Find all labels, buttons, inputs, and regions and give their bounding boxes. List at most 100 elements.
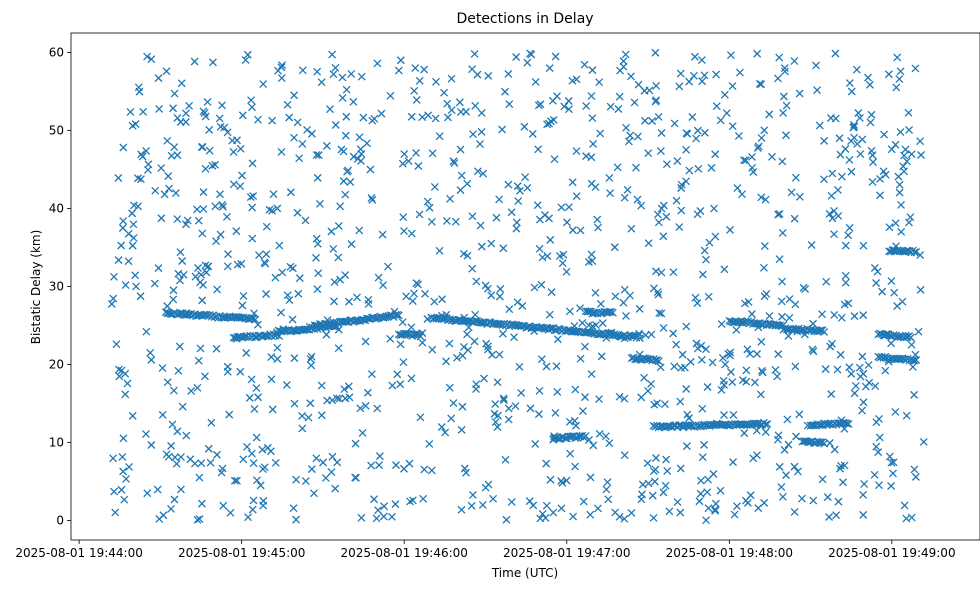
data-point: [644, 149, 653, 158]
data-point: [677, 184, 686, 192]
data-point: [215, 114, 224, 123]
data-point: [194, 264, 202, 272]
data-point: [711, 150, 720, 159]
data-point: [656, 363, 665, 372]
data-point: [367, 461, 376, 470]
data-point: [902, 411, 911, 420]
data-point: [698, 453, 707, 462]
data-point: [109, 454, 118, 463]
data-point: [473, 70, 482, 79]
data-point: [899, 162, 908, 171]
data-point: [649, 467, 658, 476]
data-point: [910, 465, 919, 474]
data-point: [410, 86, 419, 95]
data-point: [614, 105, 623, 113]
data-point: [881, 366, 890, 375]
data-point: [707, 163, 716, 172]
data-point: [491, 400, 500, 408]
data-point: [218, 464, 227, 473]
data-point: [685, 414, 693, 423]
data-point: [238, 111, 247, 120]
data-point: [190, 459, 199, 468]
data-point: [114, 365, 123, 374]
data-point: [740, 299, 749, 308]
data-point: [558, 259, 567, 268]
data-point: [692, 339, 701, 348]
data-point: [216, 230, 225, 239]
data-point: [126, 107, 135, 116]
data-point: [169, 104, 178, 113]
data-point: [315, 199, 324, 208]
data-point: [349, 97, 358, 106]
data-point: [778, 492, 787, 501]
data-point: [292, 475, 301, 484]
data-point: [277, 308, 285, 317]
data-point: [543, 252, 552, 261]
data-point: [273, 204, 282, 213]
data-point: [298, 424, 307, 433]
data-point: [249, 496, 258, 505]
data-point: [489, 494, 498, 503]
data-point: [236, 182, 245, 191]
data-point: [170, 143, 179, 152]
data-point: [761, 195, 770, 204]
data-point: [595, 78, 604, 87]
chart-title: Detections in Delay: [456, 11, 593, 27]
data-point: [653, 210, 662, 219]
data-point: [551, 408, 560, 417]
data-point: [268, 405, 277, 414]
data-point: [147, 441, 156, 449]
data-point: [169, 286, 178, 295]
data-point: [415, 76, 424, 85]
data-point: [578, 407, 587, 416]
data-point: [518, 302, 527, 310]
data-point: [478, 500, 487, 509]
data-point: [682, 177, 691, 186]
data-point: [373, 404, 382, 413]
y-tick-label: 40: [49, 202, 64, 216]
data-point: [691, 293, 700, 302]
data-point: [752, 451, 761, 460]
data-point: [855, 113, 864, 122]
data-point: [398, 159, 407, 168]
data-point: [504, 69, 513, 78]
data-point: [110, 272, 118, 281]
data-point: [273, 355, 282, 363]
data-point: [855, 363, 864, 372]
data-point: [428, 149, 437, 158]
data-point: [527, 50, 536, 59]
data-point: [589, 441, 598, 450]
data-point: [622, 311, 630, 320]
data-point: [193, 383, 202, 392]
data-point: [457, 425, 466, 434]
data-point: [620, 514, 629, 523]
data-point: [835, 134, 844, 143]
y-tick-label: 30: [49, 280, 64, 294]
data-point: [553, 335, 562, 344]
data-point: [254, 393, 263, 402]
data-point: [241, 56, 250, 65]
data-point: [711, 232, 720, 241]
data-point: [328, 50, 337, 59]
data-point: [912, 356, 921, 364]
data-point: [587, 153, 596, 162]
data-point: [396, 56, 405, 65]
data-point: [190, 57, 199, 66]
data-point: [890, 288, 899, 297]
data-point: [517, 388, 526, 397]
data-point: [225, 410, 234, 419]
data-point: [876, 174, 884, 183]
data-point: [255, 251, 263, 260]
data-point: [856, 372, 865, 381]
data-point: [562, 218, 571, 227]
data-point: [663, 466, 672, 475]
data-point: [468, 264, 477, 273]
data-point: [682, 442, 691, 451]
data-point: [361, 337, 370, 346]
data-point: [872, 442, 881, 451]
data-point: [361, 401, 370, 410]
data-point: [647, 379, 655, 388]
data-point: [657, 204, 666, 213]
data-point: [580, 342, 589, 351]
data-point: [566, 449, 575, 458]
